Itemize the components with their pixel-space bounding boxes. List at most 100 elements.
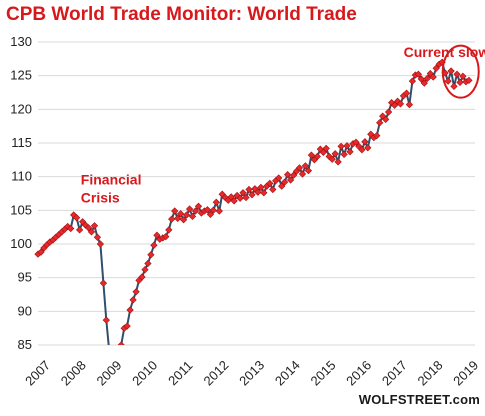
data-point <box>444 77 452 85</box>
data-point <box>432 64 440 72</box>
data-point <box>64 222 72 231</box>
data-point <box>147 251 155 259</box>
data-point <box>141 265 149 274</box>
data-point <box>340 150 348 159</box>
data-point <box>129 296 137 304</box>
data-point <box>194 202 203 210</box>
data-point <box>115 352 121 358</box>
data-point <box>447 67 455 75</box>
y-tick-label: 100 <box>10 236 32 251</box>
data-point <box>278 182 286 190</box>
data-point <box>269 185 277 194</box>
data-point <box>174 214 182 223</box>
x-tick-label: 2013 <box>236 357 267 388</box>
data-point <box>239 189 247 197</box>
data-point <box>414 70 423 78</box>
data-point <box>429 73 437 81</box>
data-point <box>87 228 96 236</box>
y-tick-label: 125 <box>10 68 32 83</box>
data-point <box>337 142 345 151</box>
y-tick-label: 105 <box>10 202 32 217</box>
data-point <box>331 150 339 158</box>
x-tick-label: 2018 <box>415 357 446 388</box>
chart-title: CPB World Trade Monitor: World Trade <box>6 4 357 25</box>
data-point <box>90 222 99 230</box>
data-point <box>384 108 393 116</box>
x-tick-label: 2016 <box>343 357 374 388</box>
data-point <box>171 207 179 215</box>
data-point <box>96 240 105 248</box>
data-point <box>153 231 161 239</box>
data-point <box>322 144 330 153</box>
y-tick-label: 85 <box>18 337 32 352</box>
data-point <box>67 224 75 233</box>
x-tick-label: 2017 <box>379 357 410 388</box>
data-point <box>405 100 414 109</box>
data-point <box>106 349 112 355</box>
x-tick-label: 2014 <box>272 357 303 388</box>
x-tick-label: 2012 <box>200 357 231 388</box>
data-point <box>117 341 125 345</box>
data-point <box>84 224 93 232</box>
data-point <box>260 189 268 197</box>
x-tick-label: 2011 <box>165 358 195 388</box>
data-point <box>417 75 425 83</box>
data-point <box>230 197 238 205</box>
data-point <box>245 185 253 194</box>
data-point <box>301 162 310 170</box>
data-point <box>248 191 256 199</box>
grid-lines <box>38 41 475 346</box>
data-point <box>408 77 417 85</box>
data-point <box>227 193 235 201</box>
data-point <box>182 211 191 219</box>
data-point <box>176 210 185 218</box>
data-point <box>450 82 458 91</box>
data-point <box>298 170 307 178</box>
data-point <box>215 207 223 215</box>
data-point <box>304 166 313 175</box>
data-point <box>254 188 262 196</box>
data-point <box>465 76 473 85</box>
data-point <box>275 174 283 182</box>
x-tick-label: 2008 <box>58 357 89 388</box>
data-point <box>423 74 431 83</box>
x-tick-label: 2007 <box>22 357 53 388</box>
data-point <box>93 233 102 241</box>
y-tick-label: 120 <box>10 101 32 116</box>
data-point <box>420 79 428 87</box>
y-tick-label: 110 <box>11 169 32 184</box>
data-point <box>150 241 158 249</box>
y-tick-label: 90 <box>18 303 32 318</box>
data-point <box>123 322 131 330</box>
data-point <box>242 193 250 202</box>
data-point <box>456 78 464 87</box>
data-point <box>402 89 411 97</box>
data-point <box>289 171 298 179</box>
data-point <box>212 198 220 206</box>
data-point <box>459 72 467 80</box>
data-point <box>376 119 384 127</box>
data-point <box>138 273 146 281</box>
data-point <box>168 215 176 223</box>
annotations: Financial Crisis Current slow-dwon <box>81 44 485 206</box>
data-point <box>343 142 351 150</box>
data-point <box>99 279 108 287</box>
data-point <box>179 216 188 224</box>
data-point <box>390 101 399 109</box>
data-point <box>361 138 369 146</box>
data-point <box>203 206 212 214</box>
data-point <box>328 155 336 163</box>
data-point <box>257 183 265 192</box>
data-point <box>358 146 366 154</box>
data-point <box>206 210 215 219</box>
data-point <box>75 226 84 234</box>
x-axis-tick-labels: 2007 2008 2009 2010 2011 2012 2013 2014 2015 2016… <box>22 357 481 388</box>
data-point <box>313 152 321 161</box>
data-point <box>191 207 200 215</box>
data-point <box>286 176 295 184</box>
data-point <box>280 178 289 186</box>
data-point <box>185 205 194 213</box>
data-point <box>319 148 327 157</box>
data-point <box>453 70 461 78</box>
